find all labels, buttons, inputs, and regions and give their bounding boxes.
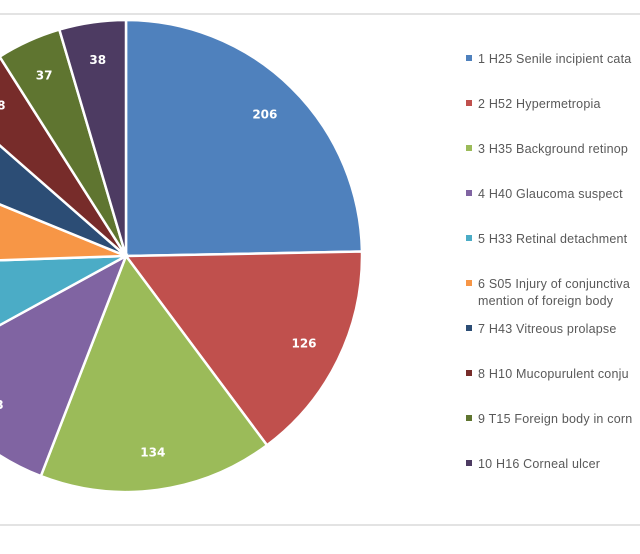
legend-item-9: 9 T15 Foreign body in corn [466,411,632,428]
legend-swatch [466,235,472,241]
data-label-8: 38 [0,98,5,112]
legend-label: 6 S05 Injury of conjunctiva mention of fo… [478,277,631,308]
legend-label: 2 H52 Hypermetropia [478,97,601,111]
legend-label-line2: mention of foreign body [478,294,614,308]
legend-swatch [466,190,472,196]
data-label-3: 134 [140,445,165,459]
data-label-4: 93 [0,398,4,412]
pie-slice-2 [123,250,364,447]
data-label-2: 126 [291,336,316,350]
legend-swatch [466,460,472,466]
data-label-1: 206 [252,108,277,122]
legend-item-1: 1 H25 Senile incipient cata [466,51,631,68]
pie-slice-3 [39,253,269,494]
legend-item-5: 5 H33 Retinal detachment [466,231,627,248]
legend-swatch [466,145,472,151]
data-label-9: 37 [36,68,53,82]
pie-slice-1 [124,18,364,258]
pie-slice-5 [0,254,127,327]
legend-swatch [466,100,472,106]
data-label-10: 38 [89,53,106,67]
legend-item-4: 4 H40 Glaucoma suspect [466,186,623,203]
legend-item-6: 6 S05 Injury of conjunctiva mention of fo… [466,276,630,310]
legend-swatch [466,280,472,286]
legend-swatch [466,325,472,331]
legend-swatch [466,55,472,61]
legend-label: 7 H43 Vitreous prolapse [478,322,617,336]
legend-label: 8 H10 Mucopurulent conju [478,367,629,381]
pie-slice-4 [0,253,129,478]
legend-label: 5 H33 Retinal detachment [478,232,628,246]
legend-swatch [466,415,472,421]
legend-label: 1 H25 Senile incipient cata [478,52,632,66]
legend-swatch [466,370,472,376]
legend-label: 9 T15 Foreign body in corn [478,412,633,426]
pie-slice-10 [57,18,128,257]
legend-label: 3 H35 Background retinop [478,142,629,156]
legend-item-10: 10 H16 Corneal ulcer [466,456,600,473]
legend-item-2: 2 H52 Hypermetropia [466,96,601,113]
legend-item-8: 8 H10 Mucopurulent conju [466,366,629,383]
chart-frame-bottom [0,524,640,526]
chart-legend: 1 H25 Senile incipient cata 2 H52 Hyperme… [466,0,640,554]
chart-frame-top [0,13,640,15]
legend-item-3: 3 H35 Background retinop [466,141,628,158]
legend-label: 10 H16 Corneal ulcer [478,457,601,471]
legend-label: 4 H40 Glaucoma suspect [478,187,623,201]
legend-item-7: 7 H43 Vitreous prolapse [466,321,616,338]
